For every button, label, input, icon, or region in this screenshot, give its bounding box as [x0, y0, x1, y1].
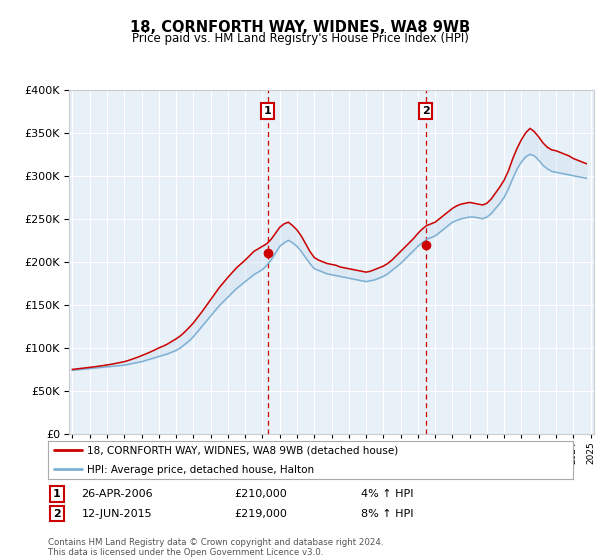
Text: 8% ↑ HPI: 8% ↑ HPI [361, 508, 413, 519]
Text: HPI: Average price, detached house, Halton: HPI: Average price, detached house, Halt… [88, 465, 314, 475]
Text: 12-JUN-2015: 12-JUN-2015 [82, 508, 152, 519]
Text: 26-APR-2006: 26-APR-2006 [81, 489, 153, 499]
Text: Price paid vs. HM Land Registry's House Price Index (HPI): Price paid vs. HM Land Registry's House … [131, 32, 469, 45]
Text: 1: 1 [264, 106, 271, 116]
Text: £219,000: £219,000 [235, 508, 287, 519]
Text: £210,000: £210,000 [235, 489, 287, 499]
Text: 2: 2 [53, 508, 61, 519]
Text: 2: 2 [422, 106, 430, 116]
Text: Contains HM Land Registry data © Crown copyright and database right 2024.
This d: Contains HM Land Registry data © Crown c… [48, 538, 383, 557]
Text: 18, CORNFORTH WAY, WIDNES, WA8 9WB (detached house): 18, CORNFORTH WAY, WIDNES, WA8 9WB (deta… [88, 446, 398, 456]
Text: 4% ↑ HPI: 4% ↑ HPI [361, 489, 413, 499]
Text: 18, CORNFORTH WAY, WIDNES, WA8 9WB: 18, CORNFORTH WAY, WIDNES, WA8 9WB [130, 20, 470, 35]
Text: 1: 1 [53, 489, 61, 499]
